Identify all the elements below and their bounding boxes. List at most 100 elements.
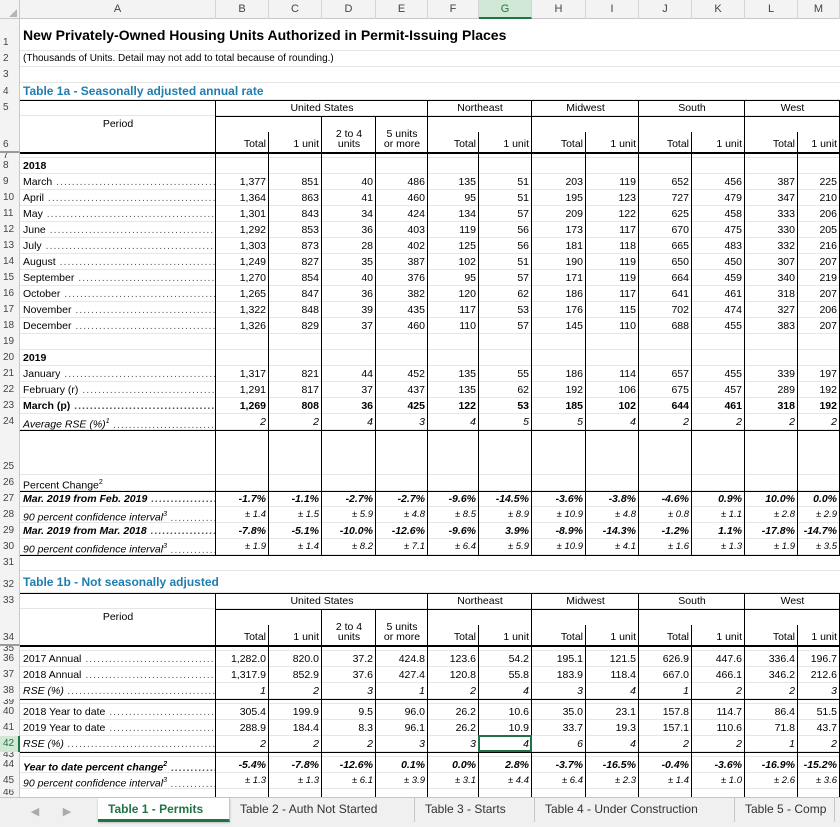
row-2018-9-label[interactable]: November (20, 302, 216, 318)
row-2018-2-value-5[interactable]: 95 (464, 192, 476, 204)
row-2018-10-value-10[interactable]: 455 (724, 320, 742, 332)
pct-row-1-value-12[interactable]: 0.0% (813, 493, 837, 505)
table-1b-header-northeast[interactable]: Northeast (457, 595, 503, 607)
row-2018-5-value-1[interactable]: 1,303 (239, 240, 266, 252)
ytd-row-3-value-10[interactable]: 2 (736, 738, 742, 750)
row-header-14[interactable]: 14 (0, 254, 20, 270)
row-2018-4-value-10[interactable]: 475 (724, 224, 742, 236)
row-2019-3-value-7[interactable]: 185 (565, 400, 583, 412)
row-2018-6-value-10[interactable]: 450 (724, 256, 742, 268)
pct-row-4-value-4[interactable]: ± 7.1 (403, 541, 425, 552)
ytd-pct-row-1-value-5[interactable]: 0.0% (452, 759, 476, 771)
row-2018-3-value-9[interactable]: 625 (671, 208, 689, 220)
row-2019-2-value-4[interactable]: 437 (407, 384, 425, 396)
pct-row-2-value-7[interactable]: ± 10.9 (556, 509, 583, 520)
row-2019-2-value-12[interactable]: 192 (819, 384, 837, 396)
year-2018-label[interactable]: 2018 (23, 160, 47, 172)
row-2019-3-value-5[interactable]: 122 (458, 400, 476, 412)
table-1a-header-2to4[interactable]: 2 to 4 (335, 128, 363, 140)
row-2018-5-value-12[interactable]: 216 (819, 240, 837, 252)
row-2018-7-value-3[interactable]: 40 (361, 272, 373, 284)
sheet-tab-2[interactable]: Table 2 - Auth Not Started (230, 798, 415, 822)
row-2018-5-value-9[interactable]: 665 (671, 240, 689, 252)
row-2019-4-value-12[interactable]: 2 (831, 416, 837, 428)
row-2018-2-value-7[interactable]: 195 (565, 192, 583, 204)
row-2018-5-value-2[interactable]: 873 (301, 240, 319, 252)
row-header-36[interactable]: 36 (0, 651, 20, 667)
ytd-pct-row-1-value-1[interactable]: -5.4% (238, 759, 266, 771)
row-2019-2-value-3[interactable]: 37 (361, 384, 373, 396)
annual-row-3-value-11[interactable]: 2 (789, 685, 795, 697)
row-2018-7-value-10[interactable]: 459 (724, 272, 742, 284)
column-header-m[interactable]: M (798, 0, 840, 19)
annual-row-1-value-9[interactable]: 626.9 (662, 653, 689, 665)
row-2018-1-value-10[interactable]: 456 (724, 176, 742, 188)
row-2018-4-value-6[interactable]: 56 (517, 224, 529, 236)
row-2018-3-value-10[interactable]: 458 (724, 208, 742, 220)
sheet-tab-1[interactable]: Table 1 - Permits (98, 798, 230, 822)
ytd-row-2-value-9[interactable]: 157.1 (662, 722, 689, 734)
row-2018-9-value-10[interactable]: 474 (724, 304, 742, 316)
row-2019-3-value-9[interactable]: 644 (671, 400, 689, 412)
pct-row-1-value-2[interactable]: -1.1% (291, 493, 319, 505)
row-2018-7-value-12[interactable]: 219 (819, 272, 837, 284)
annual-row-3-value-4[interactable]: 1 (419, 685, 425, 697)
ytd-row-2-value-11[interactable]: 71.8 (774, 722, 795, 734)
row-2018-1-value-1[interactable]: 1,377 (239, 176, 266, 188)
annual-row-1-value-5[interactable]: 123.6 (449, 653, 476, 665)
pct-row-4-value-9[interactable]: ± 1.6 (667, 541, 689, 552)
row-2018-5-value-5[interactable]: 125 (458, 240, 476, 252)
ytd-pct-row-2-value-8[interactable]: ± 2.3 (614, 775, 636, 786)
column-header-d[interactable]: D (322, 0, 376, 19)
ytd-pct-row-2-value-2[interactable]: ± 1.3 (297, 775, 319, 786)
table-1a-col-header-6[interactable]: 1 unit (503, 138, 529, 150)
row-2019-2-value-11[interactable]: 289 (777, 384, 795, 396)
row-2018-10-value-7[interactable]: 145 (565, 320, 583, 332)
pct-row-3-value-10[interactable]: 1.1% (718, 525, 742, 537)
row-header-34[interactable]: 34 (0, 609, 20, 646)
row-2019-4-value-4[interactable]: 3 (419, 416, 425, 428)
row-2018-2-value-4[interactable]: 460 (407, 192, 425, 204)
table-1b-col-header-4[interactable]: or more (383, 631, 421, 643)
row-2018-4-value-8[interactable]: 117 (619, 224, 636, 236)
row-header-41[interactable]: 41 (0, 720, 20, 736)
pct-row-1-value-3[interactable]: -2.7% (345, 493, 373, 505)
row-2018-7-value-2[interactable]: 854 (301, 272, 319, 284)
row-header-20[interactable]: 20 (0, 350, 20, 366)
ytd-row-1-value-11[interactable]: 86.4 (774, 706, 795, 718)
row-2018-3-value-3[interactable]: 34 (361, 208, 373, 220)
row-header-46[interactable]: 46 (0, 789, 20, 797)
row-header-25[interactable]: 25 (0, 430, 20, 475)
ytd-pct-row-1-value-7[interactable]: -3.7% (555, 759, 583, 771)
row-2019-2-value-7[interactable]: 192 (565, 384, 583, 396)
ytd-pct-row-1-value-10[interactable]: -3.6% (714, 759, 742, 771)
row-2019-4-label[interactable]: Average RSE (%)1 (20, 414, 216, 430)
ytd-row-2-value-10[interactable]: 110.6 (716, 722, 743, 734)
ytd-pct-row-1-value-6[interactable]: 2.8% (505, 759, 529, 771)
row-2018-6-label[interactable]: August (20, 254, 216, 270)
row-2018-10-value-5[interactable]: 110 (459, 320, 476, 332)
column-header-g[interactable]: G (479, 0, 532, 19)
ytd-row-2-value-3[interactable]: 8.3 (358, 722, 373, 734)
pct-row-2-value-4[interactable]: ± 4.8 (403, 509, 425, 520)
row-header-26[interactable]: 26 (0, 475, 20, 491)
row-2019-3-value-1[interactable]: 1,269 (239, 400, 266, 412)
pct-row-3-value-2[interactable]: -5.1% (291, 525, 319, 537)
pct-row-2-value-1[interactable]: ± 1.4 (244, 509, 266, 520)
row-2018-4-label[interactable]: June (20, 222, 216, 238)
pct-row-1-value-4[interactable]: -2.7% (397, 493, 425, 505)
row-2018-1-value-2[interactable]: 851 (301, 176, 319, 188)
row-2018-8-value-3[interactable]: 36 (361, 288, 373, 300)
row-2019-3-value-12[interactable]: 192 (819, 400, 837, 412)
row-2018-7-value-11[interactable]: 340 (777, 272, 795, 284)
pct-row-4-value-1[interactable]: ± 1.9 (244, 541, 266, 552)
row-header-11[interactable]: 11 (0, 206, 20, 222)
ytd-row-3-value-3[interactable]: 2 (367, 738, 373, 750)
annual-row-3-value-8[interactable]: 4 (630, 685, 636, 697)
row-2018-10-label[interactable]: December (20, 318, 216, 334)
annual-row-1-value-6[interactable]: 54.2 (508, 653, 529, 665)
pct-row-2-label[interactable]: 90 percent confidence interval3 (20, 507, 216, 523)
row-2018-5-value-3[interactable]: 28 (361, 240, 373, 252)
pct-row-3-value-12[interactable]: -14.7% (803, 525, 837, 537)
ytd-row-1-value-2[interactable]: 199.9 (292, 706, 319, 718)
